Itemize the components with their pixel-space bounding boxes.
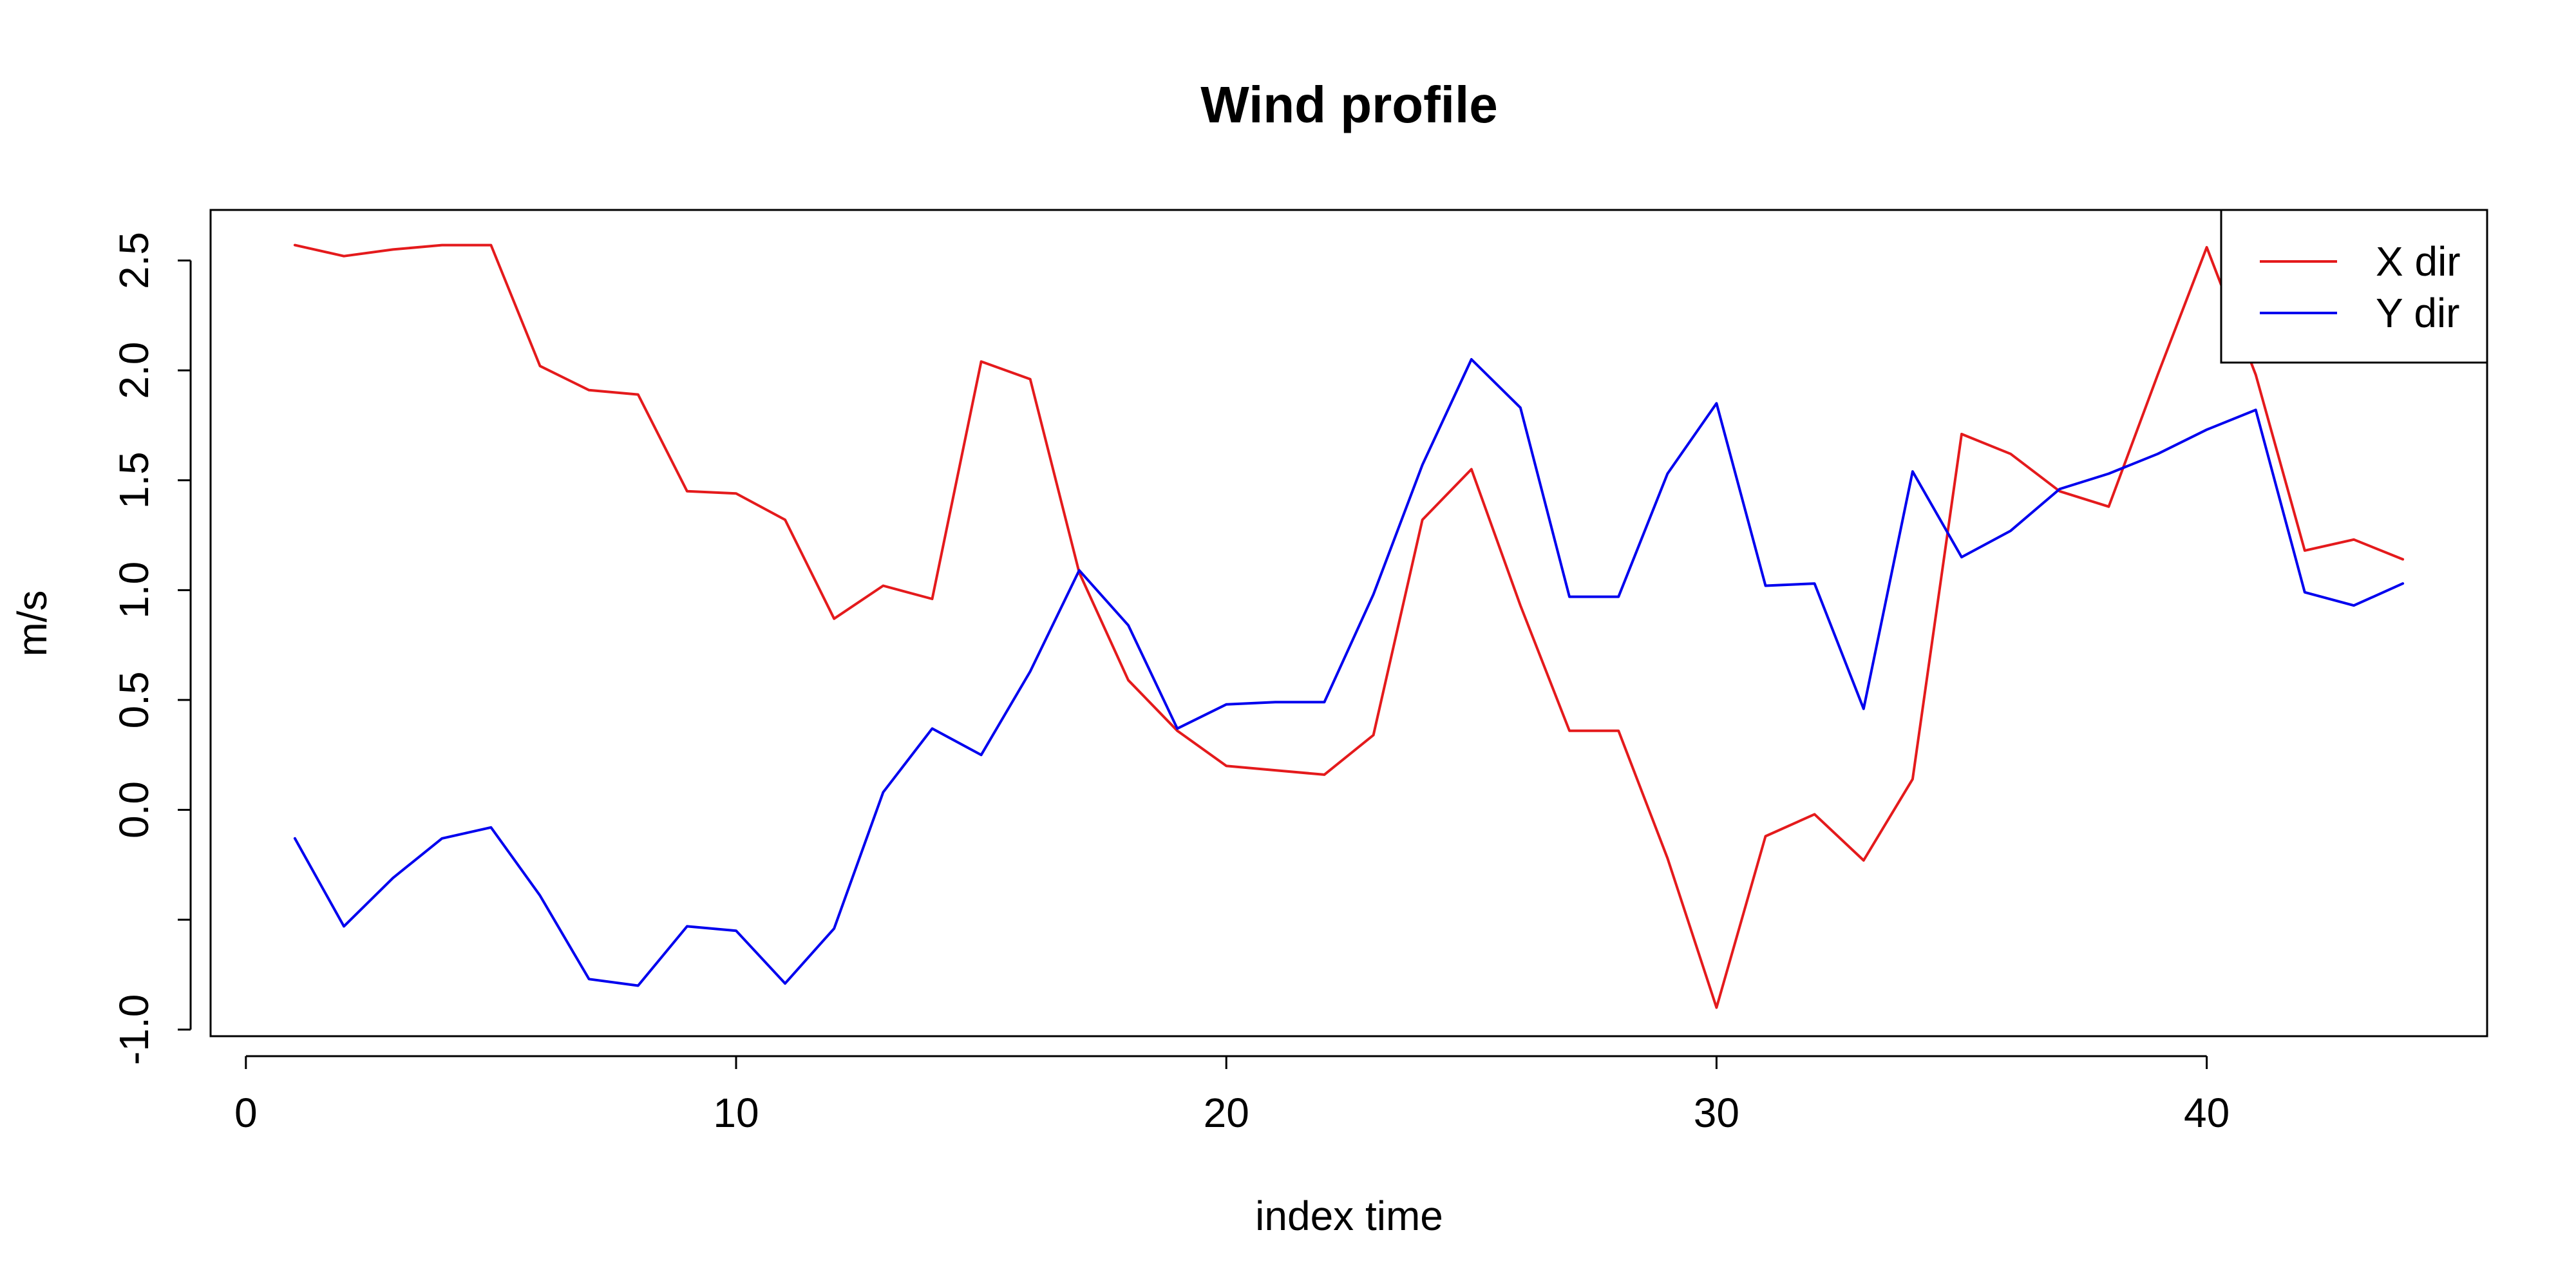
- x-tick-label: 10: [713, 1090, 759, 1136]
- y-tick-label: 1.5: [111, 451, 157, 509]
- y-axis-label: m/s: [9, 590, 55, 656]
- y-tick-label: 2.0: [111, 342, 157, 399]
- x-tick-label: 40: [2184, 1090, 2230, 1136]
- x-axis-label: index time: [1255, 1193, 1443, 1239]
- chart-title: Wind profile: [1200, 76, 1497, 133]
- legend: X dir Y dir: [2220, 209, 2488, 364]
- x-tick-label: 30: [1694, 1090, 1739, 1136]
- y-tick-label: 0.5: [111, 671, 157, 728]
- y-axis: -1.0 0.0 0.5 1.0 1.5 2.0 2.5: [111, 232, 192, 1065]
- y-tick-label: 1.0: [111, 562, 157, 619]
- y-tick-label: 2.5: [111, 232, 157, 289]
- plot-area-frame: [209, 209, 2488, 1037]
- series-layer: [293, 243, 2405, 1009]
- x-tick-label: 0: [234, 1090, 258, 1136]
- legend-label: X dir: [2376, 238, 2461, 285]
- legend-label: Y dir: [2376, 290, 2459, 336]
- series-line-y-dir: [293, 358, 2405, 987]
- x-tick-label: 20: [1204, 1090, 1249, 1136]
- x-axis: 0 10 20 30 40: [234, 1055, 2230, 1136]
- y-tick-label: 0.0: [111, 781, 157, 838]
- legend-box: [2220, 209, 2488, 364]
- series-line-x-dir: [293, 243, 2405, 1009]
- y-tick-label: -1.0: [111, 994, 157, 1065]
